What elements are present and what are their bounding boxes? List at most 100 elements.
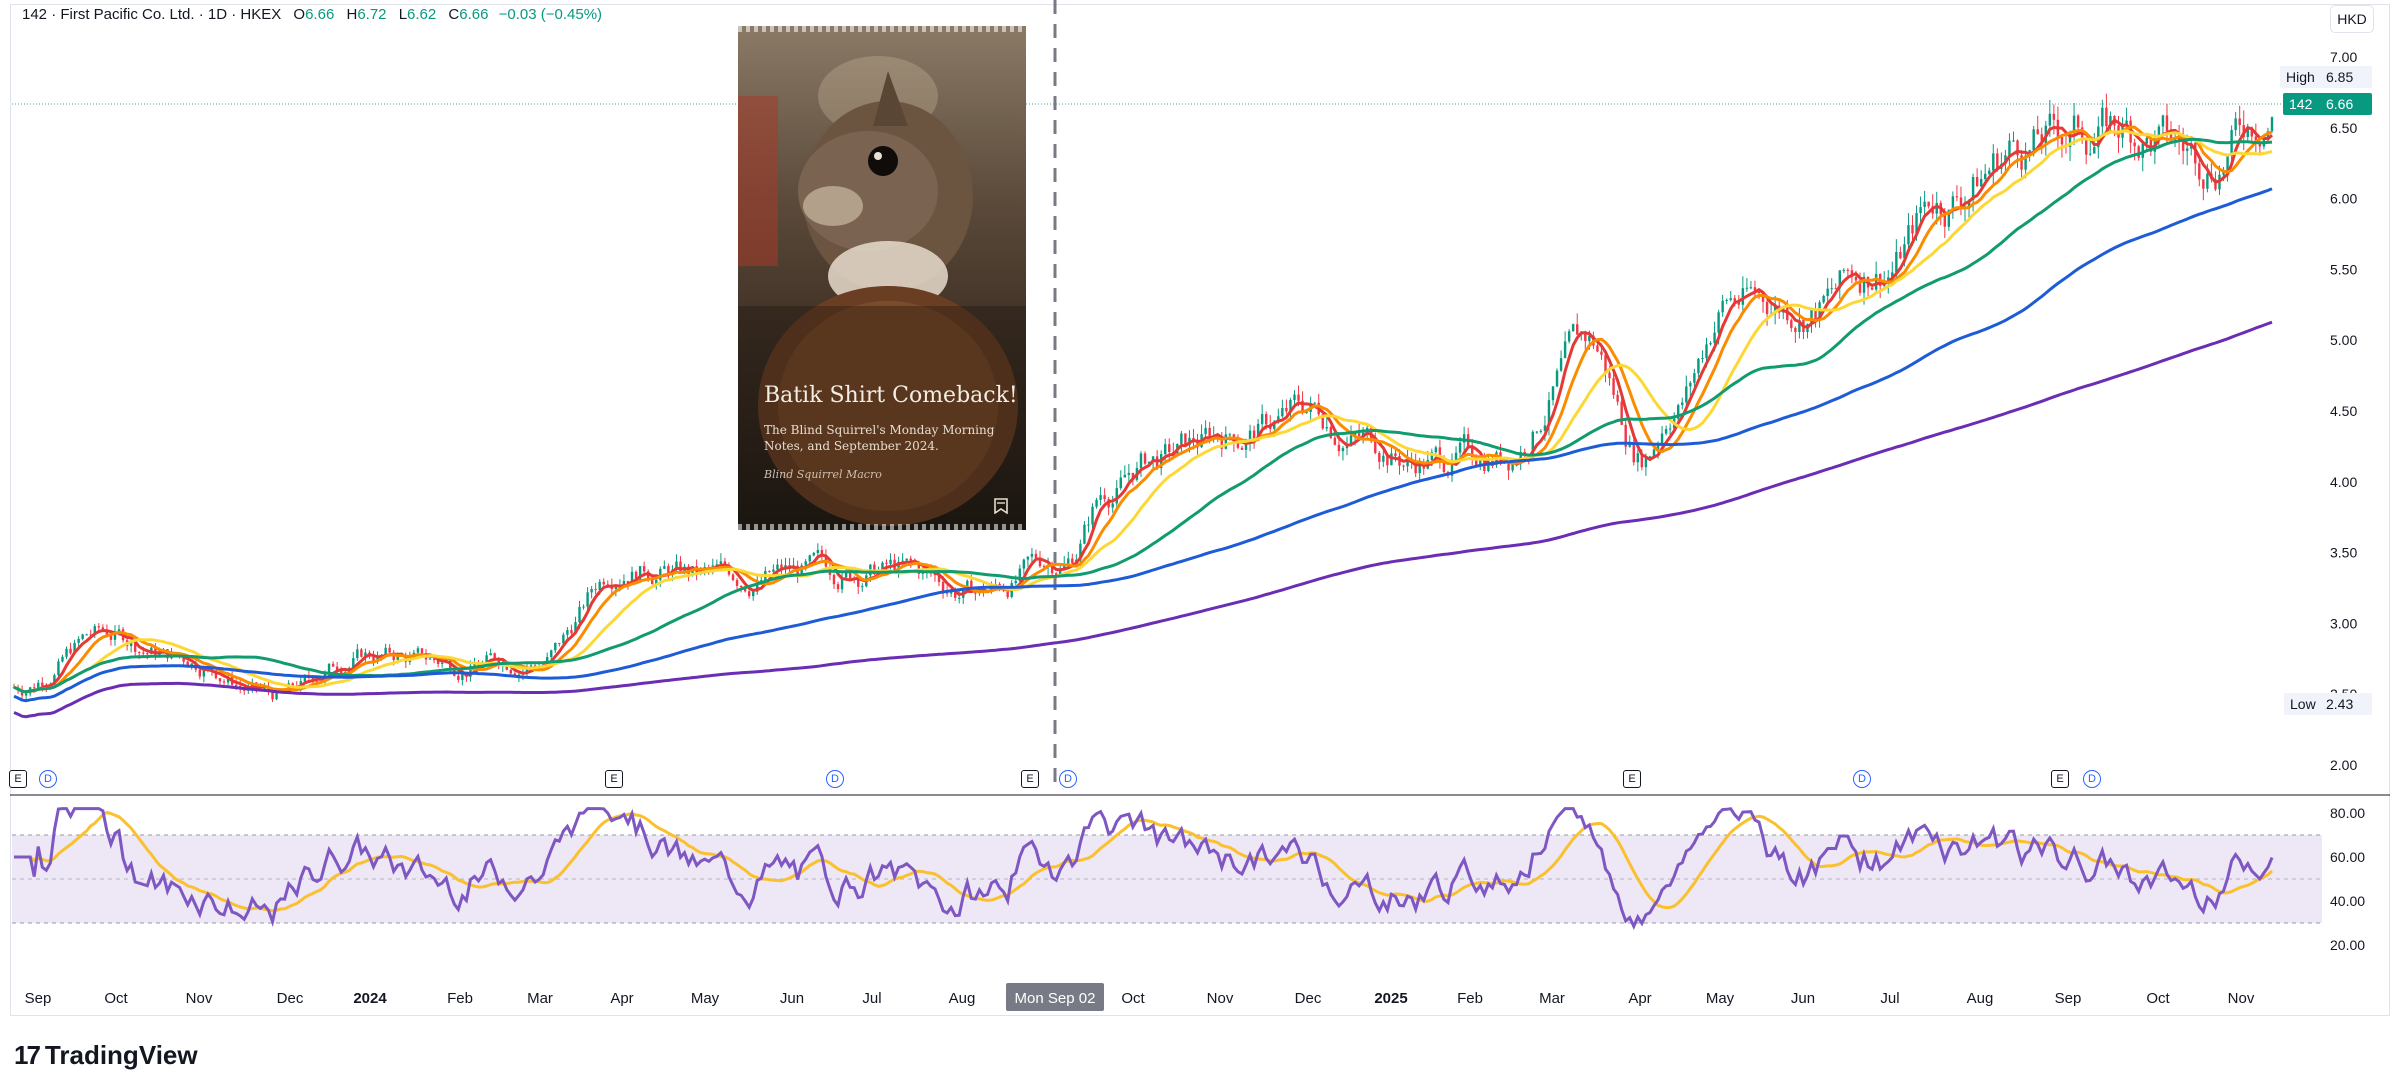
candle-body xyxy=(384,647,387,655)
candle xyxy=(1596,342,1599,353)
earnings-marker[interactable]: E xyxy=(1021,770,1039,788)
candle-body xyxy=(836,584,840,590)
candle-body xyxy=(356,649,359,659)
candle-body xyxy=(2246,127,2249,137)
candle-body xyxy=(1818,302,1821,321)
candle-body xyxy=(2016,140,2019,156)
candle-body xyxy=(1563,341,1567,359)
candle-body xyxy=(1749,287,1753,289)
candle-body xyxy=(820,550,824,556)
candle xyxy=(2238,105,2241,136)
candle xyxy=(836,581,840,593)
candle xyxy=(1773,295,1777,325)
candle-body xyxy=(1543,425,1547,431)
candle-body xyxy=(776,564,779,570)
candle-body xyxy=(1535,431,1539,433)
candle-body xyxy=(1228,434,1232,436)
last-price-badge-bg xyxy=(2283,93,2372,115)
candle-body xyxy=(2226,155,2229,172)
torn-edge-top xyxy=(738,26,1026,32)
candle xyxy=(562,632,565,644)
candle xyxy=(1382,450,1385,467)
candle-body xyxy=(1030,553,1034,557)
candle-body xyxy=(1260,414,1264,424)
chart-canvas[interactable]: 7.006.506.005.505.004.504.003.503.002.50… xyxy=(0,0,2400,1030)
candle-body xyxy=(1087,524,1090,526)
earnings-marker[interactable]: E xyxy=(9,770,27,788)
last-price-label: 142 xyxy=(2289,96,2313,112)
candle xyxy=(2125,107,2128,125)
candle xyxy=(1026,556,1030,567)
candle-body xyxy=(396,655,399,661)
candle-body xyxy=(550,650,553,658)
candle-body xyxy=(1184,433,1187,446)
candle xyxy=(1939,200,1942,226)
candle xyxy=(1252,425,1256,449)
candle xyxy=(1127,463,1131,482)
candle-body xyxy=(1911,225,1914,234)
candle xyxy=(1604,354,1607,383)
candle-body xyxy=(897,561,900,570)
candle xyxy=(1624,420,1627,455)
candle-body xyxy=(1628,443,1631,447)
candle-body xyxy=(1814,310,1817,321)
dividend-marker[interactable]: D xyxy=(39,770,57,788)
candle-body xyxy=(24,693,28,696)
candle-body xyxy=(1285,407,1288,412)
candle-body xyxy=(1333,437,1337,445)
dividend-marker[interactable]: D xyxy=(1853,770,1871,788)
currency-button[interactable]: HKD xyxy=(2330,5,2374,33)
time-tick-label: Dec xyxy=(1295,990,1322,1007)
candle-body xyxy=(1038,558,1042,567)
tradingview-logo[interactable]: 17 TradingView xyxy=(14,1040,198,1071)
time-tick-label: Sep xyxy=(25,990,52,1007)
news-card[interactable]: Batik Shirt Comeback! The Blind Squirrel… xyxy=(738,26,1026,530)
candle-body xyxy=(1697,358,1700,374)
candle xyxy=(2020,149,2023,178)
candle xyxy=(820,545,824,561)
candle-body xyxy=(812,552,816,556)
candle-body xyxy=(489,653,492,656)
candle xyxy=(1022,558,1026,575)
candle-body xyxy=(1378,452,1381,462)
candle-body xyxy=(2202,179,2205,189)
candle-body xyxy=(1180,433,1183,444)
dividend-marker[interactable]: D xyxy=(826,770,844,788)
candle-body xyxy=(105,629,109,636)
candle-body xyxy=(214,670,218,679)
bookmark-icon[interactable] xyxy=(994,498,1008,514)
candle-body xyxy=(1927,201,1930,207)
candle-body xyxy=(1341,448,1345,452)
candle xyxy=(1899,246,1902,260)
time-tick-label: Jun xyxy=(780,990,804,1007)
candle-body xyxy=(642,566,646,572)
candle xyxy=(2084,136,2088,165)
earnings-marker[interactable]: E xyxy=(1623,770,1641,788)
dividend-marker[interactable]: D xyxy=(2083,770,2101,788)
candle xyxy=(776,558,779,577)
candle-body xyxy=(1899,252,1902,259)
candle-body xyxy=(372,656,375,663)
candle xyxy=(1576,313,1579,335)
candle-body xyxy=(101,627,105,630)
candle-body xyxy=(808,555,811,562)
time-tick-label: Jul xyxy=(1880,990,1899,1007)
candle xyxy=(1422,458,1425,475)
dividend-marker[interactable]: D xyxy=(1059,770,1077,788)
candle xyxy=(558,642,561,647)
candle xyxy=(1321,410,1324,430)
candle xyxy=(1111,495,1114,513)
candle-body xyxy=(1131,472,1135,480)
earnings-marker[interactable]: E xyxy=(605,770,623,788)
candle-body xyxy=(719,561,723,565)
candle-body xyxy=(529,665,533,667)
candle xyxy=(1951,191,1955,219)
candle-body xyxy=(659,568,662,580)
candle-body xyxy=(1014,580,1017,584)
time-tick-label: Apr xyxy=(1628,990,1651,1007)
candle-body xyxy=(1895,252,1898,273)
earnings-marker[interactable]: E xyxy=(2051,770,2069,788)
candle xyxy=(356,644,359,661)
candle-body xyxy=(186,661,189,668)
candle xyxy=(768,570,771,573)
